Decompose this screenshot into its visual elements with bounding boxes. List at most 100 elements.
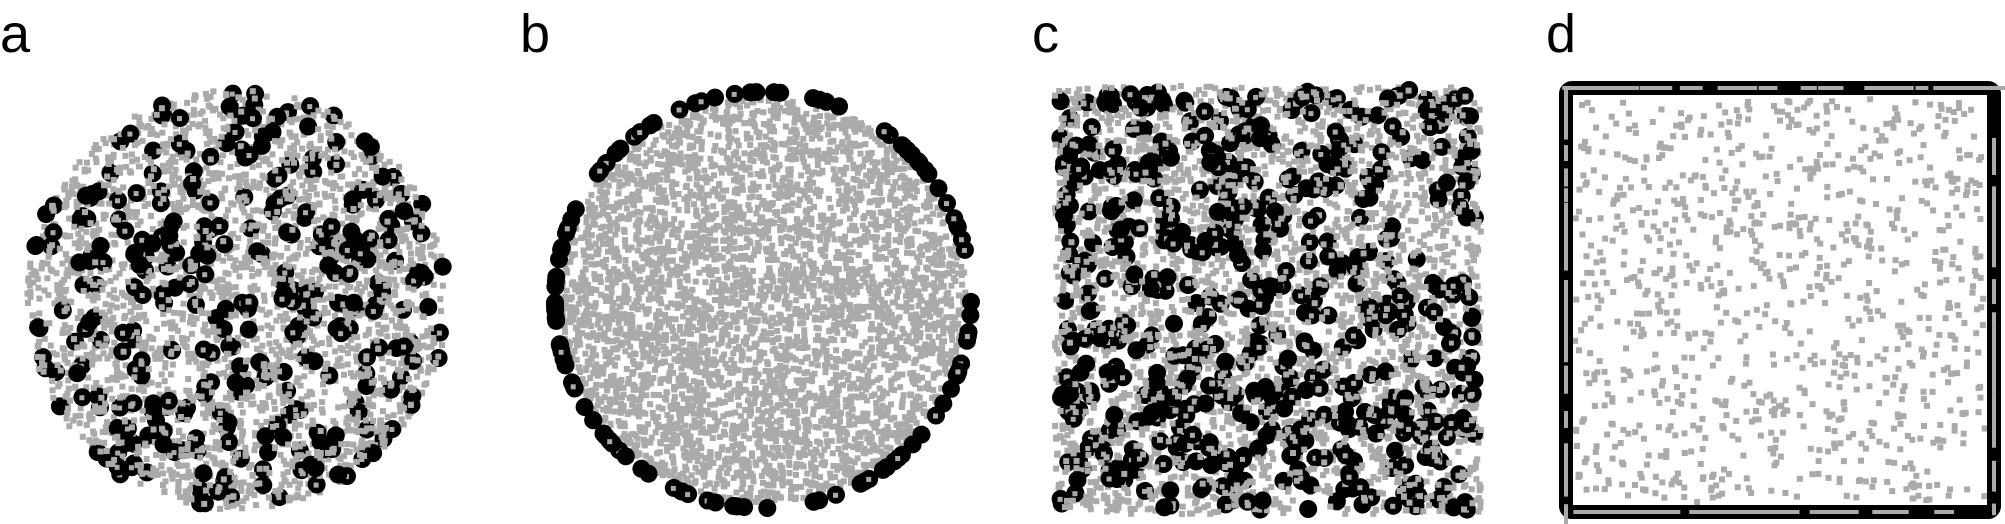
- gray-point: [269, 252, 276, 259]
- gray-point: [294, 101, 301, 108]
- gray-point: [311, 204, 317, 211]
- gray-point: [321, 320, 328, 327]
- gray-point: [382, 314, 389, 320]
- gray-point: [320, 285, 327, 292]
- gray-point: [112, 274, 119, 281]
- gray-point: [167, 371, 174, 378]
- gray-point: [421, 381, 428, 388]
- gray-point: [25, 277, 32, 284]
- gray-point: [125, 278, 131, 285]
- gray-point: [197, 307, 204, 314]
- gray-point: [338, 331, 344, 337]
- gray-point: [171, 450, 177, 456]
- gray-point: [635, 450, 642, 457]
- gray-point: [862, 238, 869, 245]
- gray-point: [778, 342, 785, 349]
- gray-point: [328, 249, 335, 256]
- gray-point: [263, 418, 270, 425]
- gray-point: [205, 400, 212, 407]
- gray-point: [156, 391, 163, 398]
- gray-point: [141, 154, 148, 160]
- gray-point: [369, 164, 376, 171]
- gray-point: [108, 302, 115, 309]
- gray-point: [77, 412, 84, 419]
- gray-point: [360, 155, 367, 162]
- gray-point: [294, 139, 301, 146]
- gray-point: [260, 292, 267, 299]
- gray-point: [167, 163, 174, 170]
- gray-point: [309, 150, 316, 157]
- gray-point: [768, 330, 775, 337]
- gray-point: [350, 309, 357, 316]
- gray-point: [314, 281, 321, 288]
- gray-point: [143, 318, 150, 325]
- gray-point: [358, 210, 365, 217]
- gray-point: [389, 427, 395, 432]
- gray-point: [76, 238, 83, 245]
- gray-point: [353, 353, 360, 360]
- gray-point: [242, 444, 249, 451]
- gray-point: [373, 242, 380, 249]
- gray-point: [919, 364, 926, 371]
- gray-point: [166, 452, 173, 459]
- gray-point: [319, 409, 326, 416]
- gray-point: [54, 362, 61, 368]
- gray-point: [290, 142, 297, 149]
- gray-point: [931, 244, 938, 251]
- gray-point: [98, 309, 105, 316]
- gray-point: [179, 189, 186, 196]
- gray-point: [110, 287, 117, 294]
- gray-point: [397, 260, 404, 267]
- gray-point: [211, 458, 218, 465]
- gray-point: [148, 379, 155, 386]
- gray-point: [61, 288, 68, 295]
- gray-point: [168, 335, 175, 341]
- gray-point: [205, 102, 212, 109]
- gray-point: [197, 188, 204, 195]
- gray-point: [158, 304, 165, 311]
- gray-point: [267, 362, 274, 369]
- gray-point: [322, 151, 329, 158]
- gray-point: [347, 268, 354, 275]
- gray-point: [886, 287, 893, 294]
- gray-point: [92, 146, 99, 153]
- gray-point: [394, 332, 401, 339]
- gray-point: [324, 360, 331, 367]
- gray-point: [433, 236, 440, 243]
- gray-point: [209, 107, 216, 114]
- gray-point: [108, 347, 115, 354]
- gray-point: [172, 158, 179, 165]
- gray-point: [296, 173, 303, 180]
- gray-point: [296, 244, 303, 251]
- gray-point: [929, 210, 936, 217]
- gray-point: [377, 153, 384, 160]
- gray-point: [99, 286, 106, 293]
- gray-point: [68, 268, 74, 275]
- gray-point: [249, 88, 256, 95]
- gray-point: [348, 370, 354, 377]
- gray-point: [122, 362, 129, 369]
- gray-point: [317, 428, 324, 434]
- gray-point: [839, 139, 846, 145]
- gray-point: [367, 439, 374, 446]
- gray-point: [414, 373, 420, 380]
- gray-point: [346, 448, 353, 455]
- gray-point: [855, 252, 862, 258]
- gray-point: [174, 203, 181, 210]
- gray-point: [294, 492, 301, 498]
- gray-point: [271, 405, 278, 412]
- gray-point: [188, 278, 195, 285]
- gray-point: [378, 374, 384, 381]
- black-point: [306, 459, 325, 478]
- gray-point: [265, 239, 272, 246]
- gray-point: [386, 158, 393, 165]
- gray-point: [234, 334, 241, 341]
- gray-point: [324, 108, 331, 115]
- gray-point: [38, 262, 45, 269]
- gray-point: [109, 460, 116, 467]
- gray-point: [232, 257, 239, 264]
- gray-point: [64, 359, 71, 366]
- gray-point: [315, 311, 322, 318]
- gray-point: [153, 468, 160, 475]
- gray-point: [344, 350, 351, 357]
